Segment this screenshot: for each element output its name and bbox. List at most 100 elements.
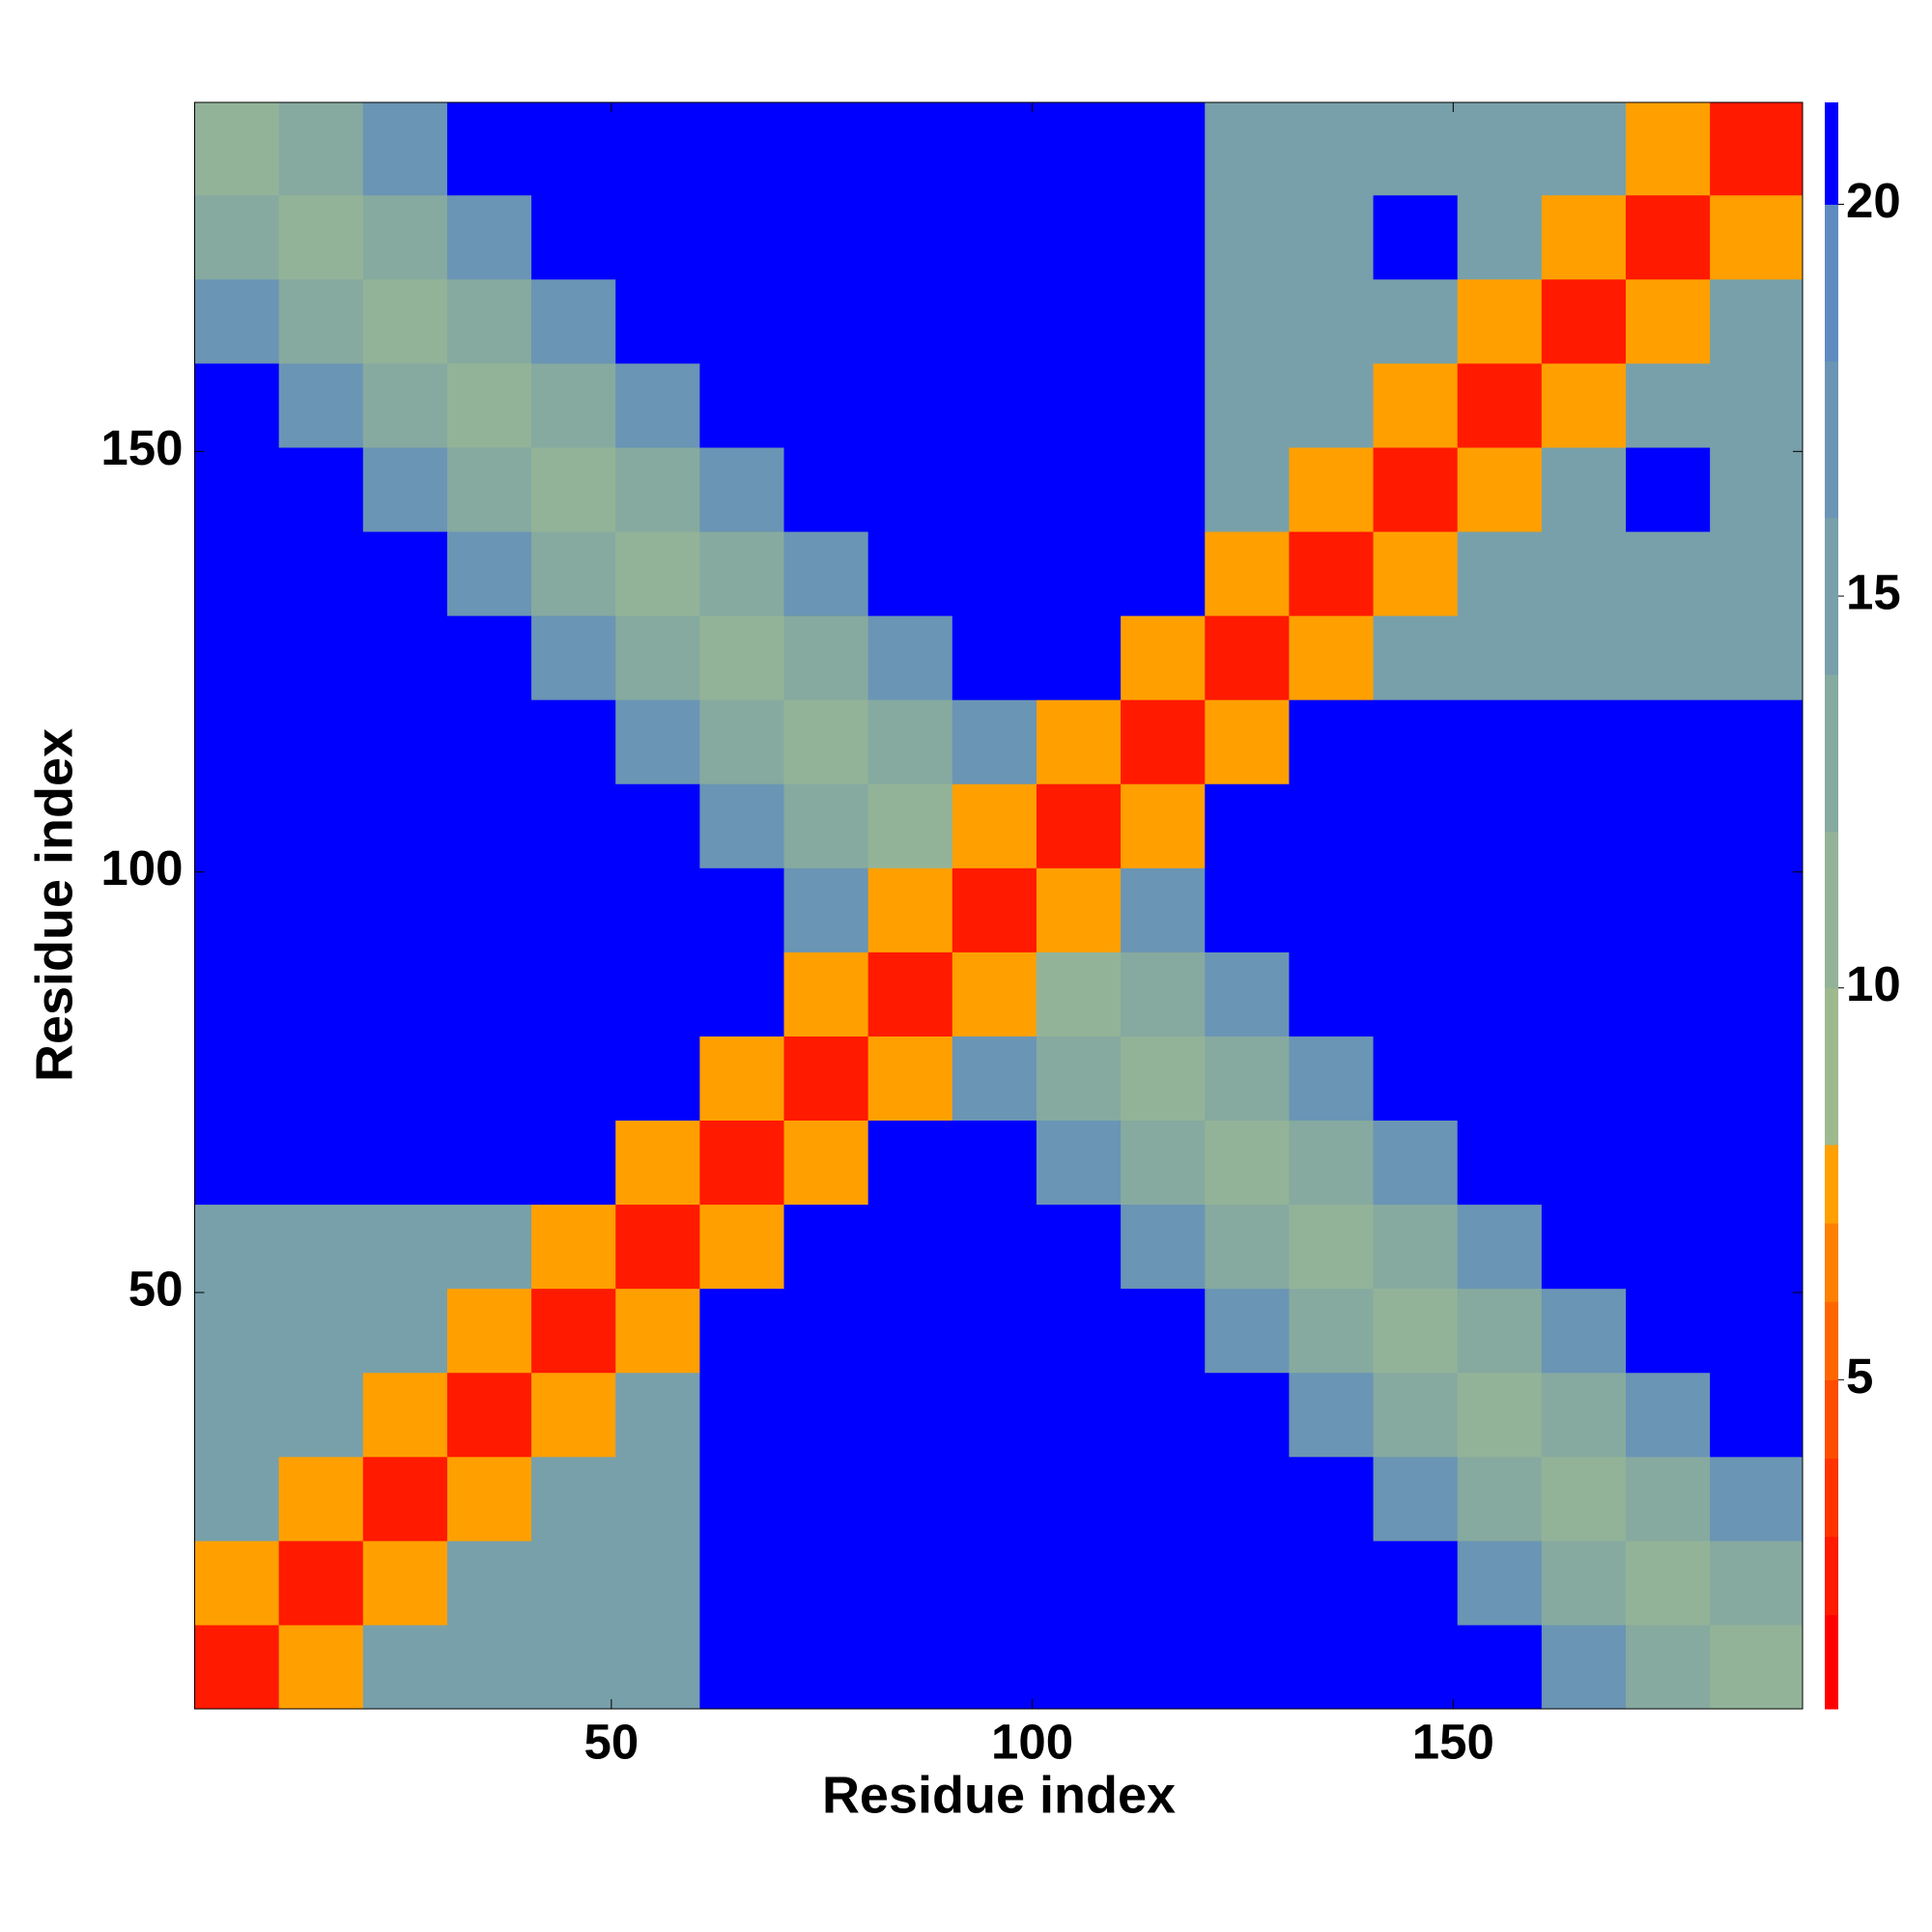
- heatmap-cell: [1710, 1624, 1804, 1710]
- heatmap-cell: [1541, 952, 1627, 1037]
- heatmap-cell: [1457, 1204, 1543, 1290]
- heatmap-cell: [1289, 699, 1375, 784]
- heatmap-cell: [783, 1204, 869, 1290]
- heatmap-cell: [446, 362, 532, 448]
- heatmap-cell: [1373, 783, 1459, 868]
- heatmap-cell: [783, 783, 869, 868]
- y-tick-label: 150: [100, 420, 183, 475]
- heatmap-cell: [952, 699, 1037, 784]
- heatmap-cell: [952, 102, 1037, 196]
- heatmap-cell: [952, 1288, 1037, 1374]
- heatmap-cell: [615, 362, 700, 448]
- heatmap-cell: [1036, 615, 1122, 700]
- heatmap-cell: [783, 446, 869, 532]
- heatmap-cell: [1289, 1120, 1375, 1206]
- heatmap-cell: [1373, 531, 1459, 616]
- heatmap-cell: [1121, 531, 1206, 616]
- heatmap-cell: [867, 1540, 953, 1626]
- heatmap-cell: [699, 362, 785, 448]
- heatmap-cell: [783, 1288, 869, 1374]
- heatmap-cell: [446, 783, 532, 868]
- heatmap-cell: [1457, 278, 1543, 364]
- heatmap-cell: [446, 615, 532, 700]
- heatmap-cell: [699, 1456, 785, 1542]
- heatmap-cell: [615, 1540, 700, 1626]
- heatmap-cell: [278, 531, 364, 616]
- heatmap-cell: [615, 1120, 700, 1206]
- heatmap-cell: [1121, 1036, 1206, 1122]
- heatmap-cell: [194, 1288, 280, 1374]
- heatmap-cell: [699, 278, 785, 364]
- heatmap-cell: [1289, 1204, 1375, 1290]
- heatmap-cell: [867, 1372, 953, 1458]
- heatmap-cell: [531, 194, 616, 280]
- heatmap-cell: [699, 446, 785, 532]
- heatmap-cell: [362, 699, 448, 784]
- colorbar-segment: [1825, 1301, 1838, 1380]
- heatmap-cell: [1289, 1540, 1375, 1626]
- heatmap-cell: [1205, 867, 1290, 952]
- heatmap-cell: [362, 1624, 448, 1710]
- heatmap-cell: [362, 867, 448, 952]
- heatmap-cell: [1205, 783, 1290, 868]
- heatmap-cell: [531, 1120, 616, 1206]
- heatmap-cell: [1373, 362, 1459, 448]
- heatmap-cell: [867, 278, 953, 364]
- heatmap-cell: [1373, 1540, 1459, 1626]
- heatmap-cell: [1036, 952, 1122, 1037]
- heatmap-cell: [1457, 1624, 1543, 1710]
- heatmap-cell: [1036, 531, 1122, 616]
- heatmap-cell: [194, 102, 280, 196]
- heatmap-cell: [1541, 699, 1627, 784]
- heatmap-cell: [1205, 1036, 1290, 1122]
- heatmap-cell: [1289, 1036, 1375, 1122]
- heatmap-cell: [531, 1204, 616, 1290]
- heatmap-cell: [1625, 1204, 1711, 1290]
- heatmap-cell: [1036, 699, 1122, 784]
- heatmap-cell: [1289, 531, 1375, 616]
- heatmap-cell: [1710, 531, 1804, 616]
- heatmap-cell: [1457, 1456, 1543, 1542]
- heatmap-cell: [1373, 446, 1459, 532]
- heatmap-cell: [699, 1120, 785, 1206]
- heatmap-cell: [1373, 867, 1459, 952]
- heatmap-cell: [531, 952, 616, 1037]
- heatmap-cell: [867, 362, 953, 448]
- heatmap-cell: [1205, 1456, 1290, 1542]
- heatmap-cell: [1121, 1120, 1206, 1206]
- heatmap-cell: [1121, 1624, 1206, 1710]
- heatmap-cell: [1710, 362, 1804, 448]
- heatmap-cell: [1373, 1288, 1459, 1374]
- heatmap-cell: [1121, 362, 1206, 448]
- heatmap-cell: [1121, 1204, 1206, 1290]
- heatmap-cell: [194, 194, 280, 280]
- heatmap-cell: [615, 278, 700, 364]
- heatmap-cell: [1710, 699, 1804, 784]
- heatmap-cell: [1457, 194, 1543, 280]
- heatmap-cell: [1710, 867, 1804, 952]
- heatmap-cell: [699, 1036, 785, 1122]
- heatmap-cell: [1625, 615, 1711, 700]
- heatmap-cell: [1121, 1540, 1206, 1626]
- heatmap-cell: [531, 1288, 616, 1374]
- heatmap-cell: [1625, 531, 1711, 616]
- heatmap-cell: [952, 1036, 1037, 1122]
- heatmap-cell: [1625, 699, 1711, 784]
- heatmap-cell: [615, 867, 700, 952]
- heatmap-cell: [1457, 615, 1543, 700]
- heatmap-cell: [1710, 1288, 1804, 1374]
- heatmap-cell: [278, 278, 364, 364]
- heatmap-cell: [867, 1036, 953, 1122]
- heatmap-cell: [1625, 867, 1711, 952]
- heatmap-cell: [1541, 194, 1627, 280]
- heatmap-cell: [278, 867, 364, 952]
- heatmap-cell: [1457, 1288, 1543, 1374]
- heatmap-cell: [1205, 531, 1290, 616]
- heatmap-cell: [1121, 783, 1206, 868]
- heatmap-cell: [1457, 783, 1543, 868]
- heatmap-cell: [952, 194, 1037, 280]
- heatmap-cell: [362, 194, 448, 280]
- heatmap-cell: [699, 867, 785, 952]
- heatmap-cell: [1457, 867, 1543, 952]
